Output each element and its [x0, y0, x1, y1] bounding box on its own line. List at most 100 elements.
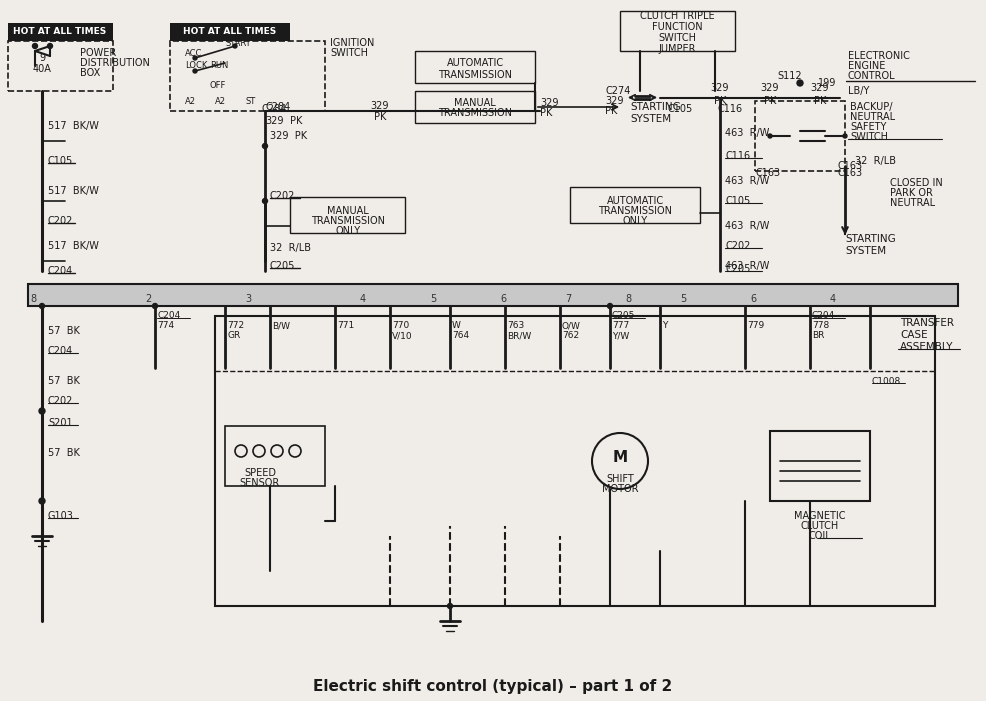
- Text: ACC: ACC: [185, 48, 202, 57]
- Circle shape: [797, 80, 803, 86]
- Text: FUNCTION: FUNCTION: [652, 22, 702, 32]
- Circle shape: [843, 134, 847, 138]
- Text: 771: 771: [337, 322, 354, 330]
- Text: 329: 329: [605, 96, 623, 106]
- Bar: [770, 431, 870, 501]
- Text: C204: C204: [48, 346, 73, 356]
- Text: TRANSMISSION: TRANSMISSION: [598, 206, 672, 216]
- Text: LOCK: LOCK: [185, 62, 207, 71]
- Circle shape: [262, 144, 267, 149]
- Bar: [170, 23, 290, 41]
- Text: C274: C274: [605, 86, 630, 96]
- Text: 777: 777: [612, 322, 629, 330]
- Text: SWITCH: SWITCH: [850, 132, 888, 142]
- Bar: [8, 23, 113, 41]
- Text: C116: C116: [725, 151, 750, 161]
- Text: W: W: [452, 322, 460, 330]
- Bar: [290, 197, 405, 233]
- Text: 5: 5: [430, 294, 436, 304]
- Text: 9: 9: [38, 53, 45, 63]
- Text: POWER: POWER: [80, 48, 116, 58]
- Text: C202: C202: [48, 396, 73, 406]
- Text: 5: 5: [680, 294, 686, 304]
- Text: SYSTEM: SYSTEM: [630, 114, 671, 124]
- Text: ASSEMBLY: ASSEMBLY: [900, 342, 953, 352]
- Bar: [570, 187, 700, 223]
- Text: PK: PK: [813, 96, 826, 106]
- Text: 4: 4: [830, 294, 836, 304]
- Text: 7: 7: [565, 294, 571, 304]
- Circle shape: [768, 134, 772, 138]
- Circle shape: [39, 498, 45, 504]
- Text: CONTROL: CONTROL: [848, 71, 895, 81]
- Text: 763: 763: [507, 322, 525, 330]
- Text: 770: 770: [392, 322, 409, 330]
- Text: 463  R/W: 463 R/W: [725, 221, 769, 231]
- Text: C202: C202: [270, 191, 296, 201]
- Text: 517  BK/W: 517 BK/W: [48, 186, 99, 196]
- Text: BR/W: BR/W: [507, 332, 531, 341]
- Text: V/10: V/10: [392, 332, 412, 341]
- Text: PARK OR: PARK OR: [890, 188, 933, 198]
- Text: 32  R/LB: 32 R/LB: [855, 156, 896, 166]
- Circle shape: [153, 304, 158, 308]
- Circle shape: [47, 43, 52, 48]
- Text: JUMPER: JUMPER: [659, 44, 696, 54]
- Text: C204: C204: [157, 311, 180, 320]
- Text: B/W: B/W: [272, 322, 290, 330]
- Text: 57  BK: 57 BK: [48, 326, 80, 336]
- Text: SPEED: SPEED: [244, 468, 276, 478]
- Text: A2: A2: [185, 97, 196, 105]
- Text: 40A: 40A: [33, 64, 51, 74]
- Text: ST: ST: [245, 97, 255, 105]
- Text: PK: PK: [290, 116, 303, 126]
- Text: 772: 772: [227, 322, 245, 330]
- Text: PK: PK: [764, 96, 776, 106]
- Text: SENSOR: SENSOR: [240, 478, 280, 488]
- Text: CLUTCH TRIPLE: CLUTCH TRIPLE: [640, 11, 714, 21]
- Text: PK: PK: [374, 112, 387, 122]
- Text: C116: C116: [718, 104, 742, 114]
- Circle shape: [193, 56, 197, 60]
- Text: C205: C205: [725, 264, 750, 274]
- Bar: [8, 41, 113, 91]
- Text: TRANSMISSION: TRANSMISSION: [311, 216, 385, 226]
- Text: ENGINE: ENGINE: [848, 61, 885, 71]
- Text: C163: C163: [755, 168, 780, 178]
- Text: C105: C105: [668, 104, 692, 114]
- Text: Electric shift control (typical) – part 1 of 2: Electric shift control (typical) – part …: [314, 679, 672, 693]
- Text: G103: G103: [48, 511, 74, 521]
- Text: ONLY: ONLY: [335, 226, 361, 236]
- Text: STARTING: STARTING: [630, 102, 680, 112]
- Text: PK: PK: [605, 106, 617, 116]
- Text: C284: C284: [262, 104, 287, 114]
- Bar: [620, 11, 735, 51]
- Text: TRANSFER: TRANSFER: [900, 318, 954, 328]
- Text: 329: 329: [371, 101, 389, 111]
- Text: 779: 779: [747, 322, 764, 330]
- Text: 517  BK/W: 517 BK/W: [48, 241, 99, 251]
- Text: 6: 6: [500, 294, 506, 304]
- Text: 463  R/W: 463 R/W: [725, 176, 769, 186]
- Text: 778: 778: [812, 322, 829, 330]
- Text: Y/W: Y/W: [612, 332, 629, 341]
- Text: TRANSMISSION: TRANSMISSION: [438, 108, 512, 118]
- Text: Y: Y: [662, 322, 668, 330]
- Text: ONLY: ONLY: [622, 216, 648, 226]
- Text: MOTOR: MOTOR: [601, 484, 638, 494]
- Circle shape: [262, 198, 267, 203]
- Text: A2: A2: [215, 97, 226, 105]
- Text: BOX: BOX: [80, 68, 101, 78]
- Text: 329: 329: [540, 98, 558, 108]
- Text: 329: 329: [761, 83, 779, 93]
- Text: 6: 6: [750, 294, 756, 304]
- Text: BR: BR: [812, 332, 824, 341]
- Text: NEUTRAL: NEUTRAL: [890, 198, 935, 208]
- Text: C202: C202: [48, 216, 73, 226]
- Circle shape: [233, 44, 237, 48]
- Text: 32  R/LB: 32 R/LB: [270, 243, 311, 253]
- Text: DISTRIBUTION: DISTRIBUTION: [80, 58, 150, 68]
- Circle shape: [448, 604, 453, 608]
- Text: S201: S201: [48, 418, 73, 428]
- Circle shape: [33, 43, 37, 48]
